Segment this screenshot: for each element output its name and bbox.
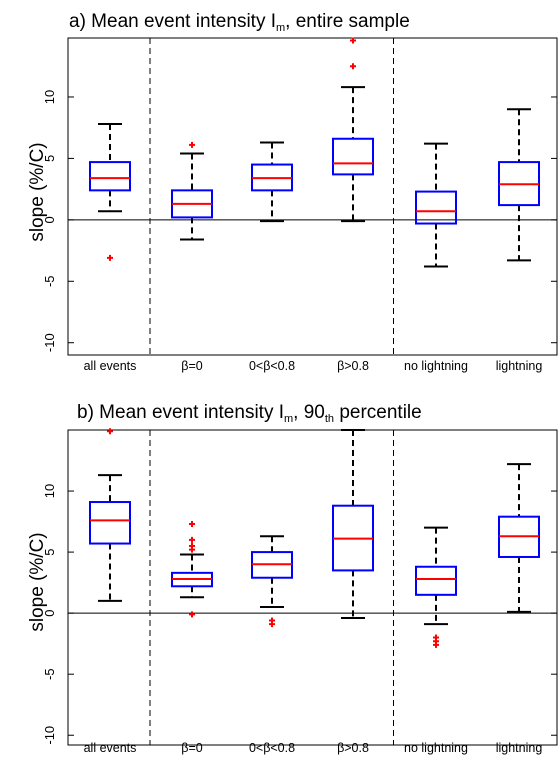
panel-b-plot-area: -10 -5 0 5 10 all events β=0 0<β<0.8 β>0.8 no lig… bbox=[42, 428, 558, 755]
panel-a-title: a) Mean event intensity Im, entire sampl… bbox=[69, 11, 410, 34]
panel-b-ytick-label: -10 bbox=[42, 726, 57, 745]
panel-b-title: b) Mean event intensity Im, 90th percent… bbox=[77, 402, 422, 425]
panel-b-box bbox=[89, 501, 131, 545]
panel-a-category-label: β=0 bbox=[181, 359, 202, 373]
panel-b-category-label: all events bbox=[84, 741, 137, 755]
panel-b-outlier bbox=[189, 521, 195, 528]
panel-a-ytick-label: -5 bbox=[42, 275, 57, 287]
panel-a-category-label: β>0.8 bbox=[337, 359, 369, 373]
panel-b-category-label: β=0 bbox=[181, 741, 202, 755]
panel-b-ytick-label: 5 bbox=[42, 548, 57, 555]
panel-b-outlier bbox=[189, 536, 195, 543]
panel-a-category-label: 0<β<0.8 bbox=[249, 359, 295, 373]
panel-b-outlier bbox=[189, 542, 195, 549]
panel-b-category-label: β>0.8 bbox=[337, 741, 369, 755]
panel-a-outlier bbox=[350, 37, 356, 44]
panel-a-ytick-label: 5 bbox=[42, 155, 57, 162]
panel-a-outlier bbox=[189, 141, 195, 148]
panel-b-ytick-label: -5 bbox=[42, 668, 57, 680]
panel-a-plot-area: -10 -5 0 5 10 all events β=0 0<β<0.8 β>0.8 no lig… bbox=[42, 37, 558, 373]
panel-b: b) Mean event intensity Im, 90th percent… bbox=[27, 402, 558, 755]
panel-b-ytick-label: 10 bbox=[42, 484, 57, 498]
panel-a-box bbox=[89, 161, 131, 192]
panel-a-outlier bbox=[350, 63, 356, 70]
panel-b-y-axis-label: slope (%/C) bbox=[27, 532, 48, 631]
panel-a-ytick-label: 10 bbox=[42, 90, 57, 104]
panel-b-outlier bbox=[107, 428, 113, 435]
panel-a-category-label: all events bbox=[84, 359, 137, 373]
panel-b-outlier bbox=[189, 611, 195, 618]
panel-b-category-label: lightning bbox=[496, 741, 543, 755]
panel-a-box bbox=[415, 190, 457, 225]
panel-b-box bbox=[415, 565, 457, 596]
panel-a-axes-frame bbox=[67, 37, 558, 356]
panel-b-outlier bbox=[433, 641, 439, 648]
panel-b-category-label: no lightning bbox=[404, 741, 468, 755]
panel-a: a) Mean event intensity Im, entire sampl… bbox=[27, 11, 558, 373]
panel-b-ytick-label: 0 bbox=[42, 610, 57, 617]
panel-b-outlier bbox=[269, 621, 275, 628]
panel-a-ytick-label: 0 bbox=[42, 216, 57, 223]
panel-a-ytick-label: -10 bbox=[42, 333, 57, 352]
panel-a-box bbox=[332, 137, 374, 176]
panel-b-category-label: 0<β<0.8 bbox=[249, 741, 295, 755]
panel-a-category-label: no lightning bbox=[404, 359, 468, 373]
panel-b-axes-frame bbox=[67, 429, 558, 746]
panel-a-outlier bbox=[107, 254, 113, 261]
panel-a-y-axis-label: slope (%/C) bbox=[27, 142, 48, 241]
panel-a-category-label: lightning bbox=[496, 359, 543, 373]
